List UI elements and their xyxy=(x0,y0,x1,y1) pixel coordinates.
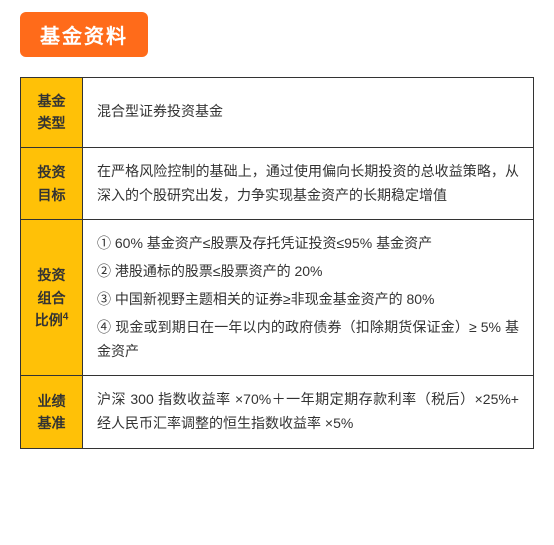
list-item: ③ 中国新视野主题相关的证券≥非现金基金资产的 80% xyxy=(97,288,519,312)
row-label-investment-objective: 投资 目标 xyxy=(21,147,83,220)
list-item: ① 60% 基金资产≤股票及存托凭证投资≤95% 基金资产 xyxy=(97,232,519,256)
row-content-benchmark: 沪深 300 指数收益率 ×70%＋一年期定期存款利率（税后）×25%+ 经人民… xyxy=(83,376,534,449)
row-content-fund-type: 混合型证券投资基金 xyxy=(83,78,534,148)
row-content-portfolio-ratio: ① 60% 基金资产≤股票及存托凭证投资≤95% 基金资产 ② 港股通标的股票≤… xyxy=(83,220,534,376)
list-item: ② 港股通标的股票≤股票资产的 20% xyxy=(97,260,519,284)
row-content-investment-objective: 在严格风险控制的基础上，通过使用偏向长期投资的总收益策略，从深入的个股研究出发，… xyxy=(83,147,534,220)
table-row: 投资 目标 在严格风险控制的基础上，通过使用偏向长期投资的总收益策略，从深入的个… xyxy=(21,147,534,220)
row-label-fund-type: 基金 类型 xyxy=(21,78,83,148)
row-label-benchmark: 业绩 基准 xyxy=(21,376,83,449)
list-item: ④ 现金或到期日在一年以内的政府债券（扣除期货保证金）≥ 5% 基金资产 xyxy=(97,316,519,364)
section-title: 基金资料 xyxy=(20,12,148,57)
table-row: 基金 类型 混合型证券投资基金 xyxy=(21,78,534,148)
row-label-portfolio-ratio: 投资 组合 比例4 xyxy=(21,220,83,376)
fund-info-table: 基金 类型 混合型证券投资基金 投资 目标 在严格风险控制的基础上，通过使用偏向… xyxy=(20,77,534,449)
table-row: 业绩 基准 沪深 300 指数收益率 ×70%＋一年期定期存款利率（税后）×25… xyxy=(21,376,534,449)
table-row: 投资 组合 比例4 ① 60% 基金资产≤股票及存托凭证投资≤95% 基金资产 … xyxy=(21,220,534,376)
